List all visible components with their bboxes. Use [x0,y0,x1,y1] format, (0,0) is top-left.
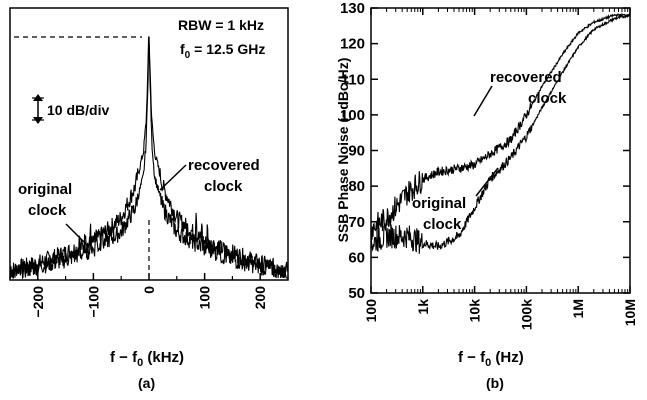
series-label-recovered-a-line1: recovered [188,157,260,174]
y-tick-label-b: 130 [340,0,365,17]
x-tick-label-a: −200 [30,286,46,318]
series-line-original-clock-a [9,43,288,280]
series-label-recovered-a-line2: clock [204,178,243,195]
x-axis-label-b: f − f0 (Hz) [458,349,524,369]
y-tick-label-b: 80 [348,178,365,195]
series-label-original-a-line1: original [18,181,72,198]
pointer-original-a [65,223,89,247]
x-tick-label-b: 10k [467,299,483,323]
scale-bar [32,94,44,124]
x-tick-label-b: 1k [415,299,431,315]
series-lines-b [370,12,631,254]
series-line-recovered-clock-b [370,13,630,254]
x-axis-label-a: f − f0 (kHz) [110,349,184,369]
rbw-annotation: RBW = 1 kHz [178,17,264,33]
panel-label-a: (a) [138,375,155,391]
series-label-recovered-b-line1: recovered [490,69,562,86]
pointer-recovered-a [159,164,187,191]
y-tick-label-b: 120 [340,36,365,53]
x-tick-label-a: 200 [252,286,268,310]
y-tick-label-b: 90 [348,143,365,160]
x-tick-label-b: 1M [570,299,586,318]
scale-annotation: 10 dB/div [47,102,109,118]
series-label-original-a-line2: clock [28,202,67,219]
series-label-original-b-line2: clock [423,216,462,233]
x-ticks-a: −200 −100 0 100 200 [9,273,289,318]
axis-ticks-b: 50 60 70 80 90 100 110 120 130 100 1k 10k 100k 1M 10M [340,0,638,330]
y-tick-label-b: 100 [340,107,365,124]
y-tick-label-b: 50 [348,285,365,302]
plot-frame-b [370,7,631,294]
x-tick-label-a: 0 [141,286,157,294]
x-tick-label-b: 10M [622,299,638,326]
series-line-original-clock-b [370,12,631,240]
series-lines-a [9,36,289,280]
y-tick-label-b: 70 [348,214,365,231]
panel-a: −200 −100 0 100 200 10 dB/div RBW = 1 kHz f0… [9,7,289,391]
y-tick-label-b: 60 [348,249,365,266]
pointer-original-b [475,167,499,197]
y-axis-label-b: SSB Phase Noise (−dBc/Hz) [335,58,351,243]
f0-annotation: f0 = 12.5 GHz [180,41,265,61]
x-tick-label-a: 100 [197,286,213,310]
series-label-recovered-b-line2: clock [528,90,567,107]
series-label-original-b-line1: original [412,195,466,212]
x-tick-label-b: 100 [363,299,379,323]
x-tick-label-a: −100 [85,286,101,318]
y-tick-label-b: 110 [341,71,365,88]
pointer-recovered-b [473,85,493,117]
panel-label-b: (b) [486,375,504,391]
x-tick-label-b: 100k [518,299,534,330]
